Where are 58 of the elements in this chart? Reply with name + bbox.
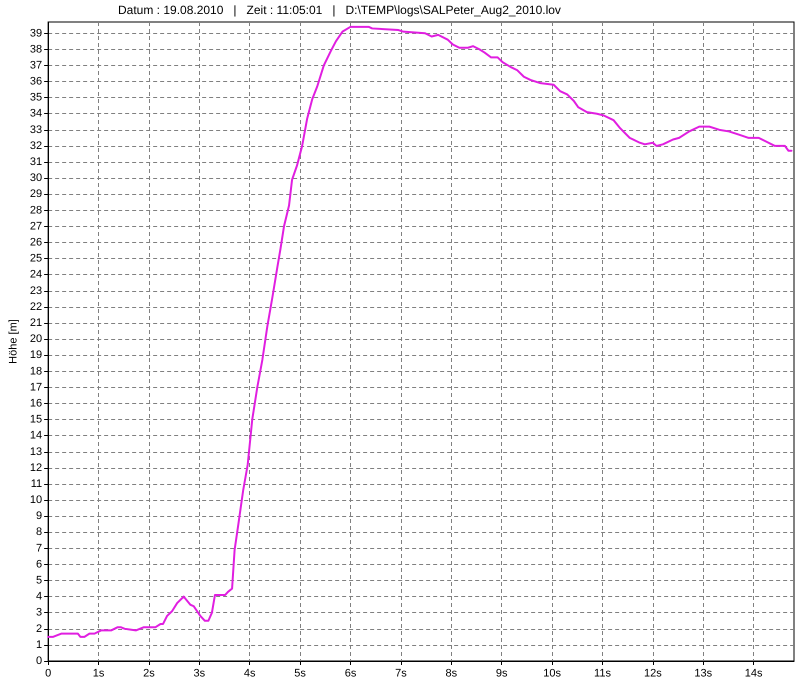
y-tick-label: 28 [30,204,42,216]
y-tick-label: 8 [36,526,42,538]
y-tick-label: 36 [30,76,42,88]
x-tick-label: 8s [445,668,458,680]
y-tick-label: 14 [30,430,42,442]
y-tick-label: 11 [30,478,42,490]
y-tick-label: 2 [36,622,42,635]
y-tick-label: 6 [36,558,42,570]
y-tick-label: 9 [36,510,42,522]
y-tick-label: 31 [30,156,42,168]
y-tick-label: 1 [36,638,42,651]
chart-title: Datum : 19.08.2010 | Zeit : 11:05:01 | D:\TEMP\logs\SALPeter_Aug2_2010.lov [118,3,561,17]
y-tick-label: 39 [30,27,42,40]
x-tick-label: 3s [194,668,206,680]
y-tick-label: 13 [30,446,42,458]
x-tick-label: 4s [244,668,256,680]
y-tick-label: 25 [30,252,42,265]
y-tick-label: 15 [30,414,42,426]
y-tick-label: 21 [30,316,42,329]
y-tick-label: 4 [36,590,42,603]
y-tick-label: 16 [30,397,42,410]
y-axis-title: Höhe [m] [8,319,20,364]
x-tick-label: 11s [594,668,612,680]
y-tick-label: 33 [30,124,42,136]
x-tick-label: 14s [744,668,764,680]
x-tick-label: 7s [395,668,408,680]
y-tick-label: 20 [30,333,42,346]
y-tick-label: 35 [30,92,42,104]
y-tick-label: 24 [30,268,42,281]
x-tick-label: 13s [694,668,713,680]
y-tick-label: 10 [30,494,42,506]
y-tick-label: 0 [36,655,42,667]
y-tick-label: 23 [30,284,42,297]
y-tick-label: 38 [30,43,42,56]
x-tick-label: 5s [294,668,306,680]
x-tick-label: 0 [45,668,52,680]
x-tick-label: 6s [344,668,357,680]
y-tick-label: 29 [30,188,42,200]
x-tick-label: 9s [496,668,508,680]
y-tick-label: 37 [30,59,42,72]
y-tick-label: 12 [30,462,42,474]
x-tick-label: 10s [543,668,562,680]
y-tick-label: 27 [30,220,42,232]
y-tick-label: 18 [30,365,42,378]
y-tick-label: 26 [30,236,42,249]
y-tick-label: 32 [30,140,42,152]
y-tick-label: 19 [30,349,42,362]
y-tick-label: 22 [30,300,42,313]
y-tick-label: 17 [30,381,42,394]
y-tick-label: 3 [36,606,42,619]
x-tick-label: 1s [92,668,105,680]
y-tick-label: 7 [36,542,42,554]
y-tick-label: 30 [30,172,42,184]
x-tick-label: 12s [644,668,662,680]
x-tick-label: 2s [143,668,156,680]
y-tick-label: 5 [36,574,42,587]
line-series [47,26,792,638]
y-tick-label: 34 [30,108,42,120]
